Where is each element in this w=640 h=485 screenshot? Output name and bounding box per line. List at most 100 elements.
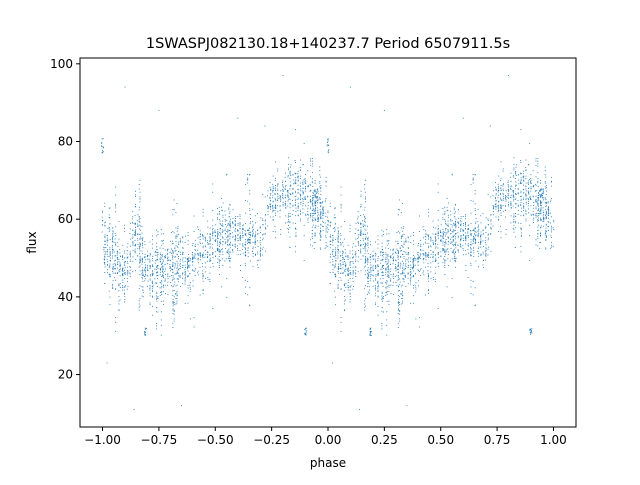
data-point — [249, 208, 251, 210]
data-point — [232, 251, 234, 253]
data-point — [332, 239, 334, 241]
data-point — [505, 195, 506, 197]
data-point — [472, 230, 474, 231]
data-point — [247, 294, 249, 296]
data-point — [172, 252, 174, 253]
data-point — [132, 250, 134, 252]
data-point — [381, 300, 383, 302]
data-point — [156, 275, 158, 277]
data-point — [451, 220, 453, 222]
data-point — [434, 253, 436, 255]
data-point — [118, 260, 120, 262]
data-point — [311, 172, 313, 174]
data-point — [518, 222, 520, 224]
data-point — [422, 259, 424, 261]
data-point — [122, 284, 124, 286]
data-point — [540, 196, 542, 198]
data-point — [454, 244, 456, 246]
data-point — [388, 260, 390, 262]
data-point — [107, 264, 108, 266]
data-point — [377, 280, 379, 282]
data-point — [553, 221, 555, 223]
data-point — [277, 194, 279, 196]
data-point — [354, 253, 356, 255]
data-point — [177, 226, 179, 228]
data-point — [340, 264, 342, 266]
data-point — [537, 186, 539, 187]
data-point — [498, 210, 500, 212]
data-point — [245, 244, 246, 246]
data-point — [166, 254, 168, 256]
data-point — [548, 210, 550, 212]
data-point — [364, 248, 366, 250]
data-point — [144, 280, 146, 282]
data-point — [530, 179, 532, 181]
data-point — [295, 182, 297, 184]
data-point — [257, 246, 259, 247]
data-point — [252, 255, 254, 257]
data-point — [402, 246, 404, 248]
data-point — [139, 238, 141, 239]
data-point — [455, 226, 457, 227]
data-point — [262, 218, 263, 220]
data-point — [297, 209, 299, 211]
data-point — [192, 269, 193, 271]
data-point — [297, 170, 299, 172]
data-point — [305, 333, 307, 335]
data-point — [287, 205, 289, 207]
data-point — [252, 224, 254, 226]
data-point — [297, 179, 299, 181]
data-point — [209, 259, 211, 261]
data-point — [520, 181, 522, 183]
data-point — [375, 268, 376, 269]
data-point — [437, 210, 439, 211]
data-point — [144, 264, 146, 266]
data-point — [204, 271, 206, 273]
data-point — [334, 230, 336, 232]
data-point — [315, 191, 317, 193]
data-point — [257, 233, 259, 235]
data-point — [135, 196, 136, 198]
data-point — [169, 267, 171, 269]
data-point — [197, 259, 199, 261]
data-point — [497, 205, 499, 207]
data-point — [339, 263, 341, 265]
data-point — [212, 232, 214, 234]
data-point — [222, 251, 224, 253]
data-point — [104, 225, 106, 227]
data-point — [430, 271, 432, 273]
data-point — [365, 265, 367, 267]
data-point — [236, 229, 238, 231]
data-point — [465, 214, 466, 216]
data-point — [234, 240, 236, 242]
data-point — [177, 246, 179, 248]
data-point — [381, 246, 383, 248]
data-point — [129, 253, 131, 255]
data-point — [232, 250, 234, 251]
data-point — [340, 226, 342, 228]
data-point — [157, 297, 159, 299]
data-point — [390, 293, 392, 295]
data-point — [445, 242, 447, 244]
x-tick-label: −0.25 — [253, 433, 290, 447]
data-point — [275, 212, 277, 214]
data-point — [397, 250, 399, 252]
data-point — [322, 210, 324, 212]
data-point — [106, 239, 108, 241]
data-point — [144, 257, 146, 259]
data-point — [247, 247, 249, 249]
data-point — [545, 203, 547, 205]
data-point — [182, 251, 184, 253]
data-point — [386, 233, 388, 235]
data-point — [222, 216, 224, 218]
data-point — [280, 196, 282, 198]
data-point — [500, 194, 502, 195]
data-point — [317, 219, 319, 221]
data-point — [267, 211, 269, 213]
data-point — [393, 278, 394, 280]
data-point — [397, 264, 399, 266]
data-point — [311, 215, 313, 217]
data-point — [112, 245, 114, 247]
data-point — [217, 244, 218, 246]
data-point — [338, 249, 340, 251]
